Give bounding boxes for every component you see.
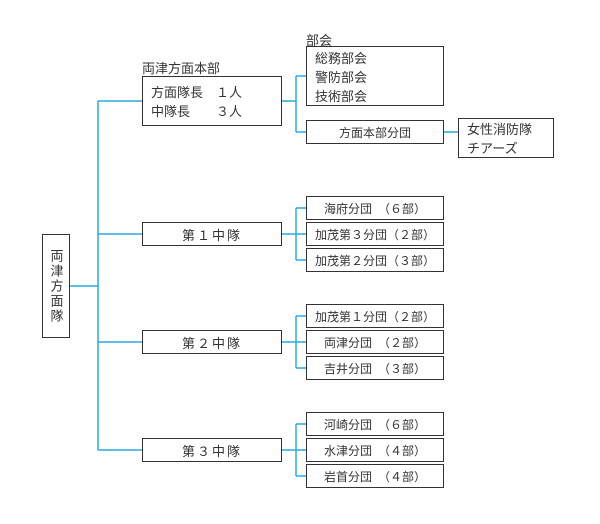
subunit-1-1: 海府分団 （６部） (306, 196, 444, 220)
homen-bundan-box: 方面本部分団 (306, 120, 444, 144)
root-node: 両津方面隊 (42, 234, 70, 338)
bukai-line-1: 総務部会 (315, 48, 367, 67)
hq-label: 両津方面本部 (142, 58, 220, 77)
subunit-1-2: 加茂第３分団（２部） (306, 222, 444, 246)
bukai-line-2: 警防部会 (315, 67, 367, 86)
female-team-line-1: 女性消防隊 (467, 119, 532, 138)
company-2-box: 第２中隊 (142, 330, 282, 354)
bukai-box: 総務部会 警防部会 技術部会 (306, 46, 444, 106)
subunit-1-3: 加茂第２分団（３部） (306, 248, 444, 272)
hq-line-2: 中隊長 ３人 (151, 101, 242, 120)
subunit-2-2: 両津分団 （２部） (306, 330, 444, 354)
subunit-3-3: 岩首分団 （４部） (306, 464, 444, 488)
hq-box: 方面隊長 １人 中隊長 ３人 (142, 76, 282, 126)
female-team-line-2: チアーズ (467, 138, 518, 157)
subunit-3-2: 水津分団 （４部） (306, 438, 444, 462)
subunit-2-1: 加茂第１分団（２部） (306, 304, 444, 328)
subunit-3-1: 河崎分団 （６部） (306, 412, 444, 436)
bukai-line-3: 技術部会 (315, 86, 367, 105)
company-1-box: 第１中隊 (142, 222, 282, 246)
org-connectors (0, 0, 600, 524)
company-3-box: 第３中隊 (142, 438, 282, 462)
subunit-2-3: 吉井分団 （３部） (306, 356, 444, 380)
hq-line-1: 方面隊長 １人 (151, 82, 242, 101)
female-team-box: 女性消防隊 チアーズ (458, 118, 554, 158)
